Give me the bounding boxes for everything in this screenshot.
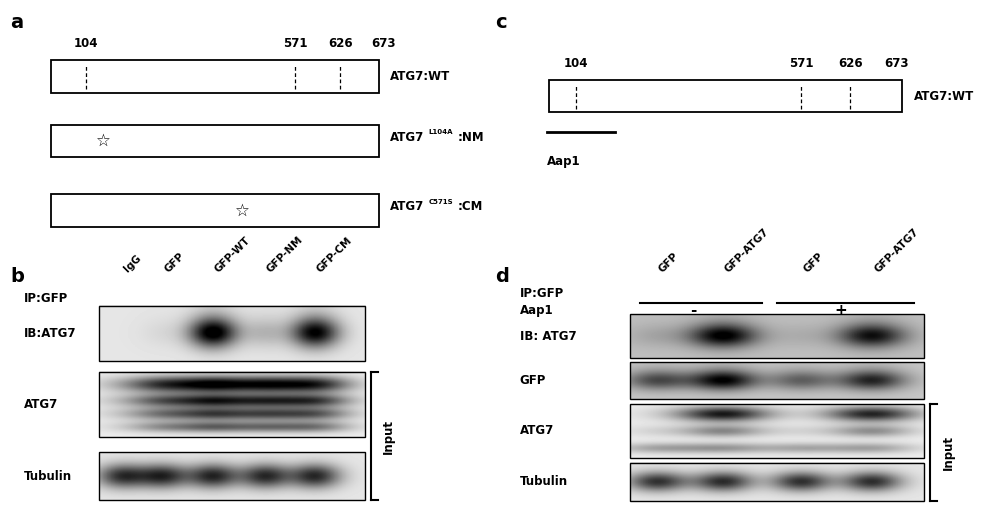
Text: 571: 571 [283, 37, 307, 50]
Text: GFP: GFP [657, 251, 680, 274]
Text: :NM: :NM [458, 131, 484, 144]
Text: L104A: L104A [428, 129, 453, 135]
Text: 673: 673 [885, 57, 909, 70]
FancyBboxPatch shape [549, 80, 902, 112]
Text: GFP: GFP [801, 251, 825, 274]
Text: 673: 673 [371, 37, 396, 50]
Text: d: d [495, 267, 509, 286]
Text: IgG: IgG [122, 253, 143, 274]
Text: Tubulin: Tubulin [24, 470, 72, 483]
Text: Aap1: Aap1 [547, 155, 580, 168]
Text: ATG7: ATG7 [390, 200, 425, 213]
Text: GFP-ATG7: GFP-ATG7 [872, 226, 920, 274]
Text: Input: Input [382, 419, 395, 453]
FancyBboxPatch shape [51, 195, 379, 227]
Text: c: c [495, 13, 507, 32]
Text: GFP-CM: GFP-CM [315, 235, 354, 274]
Text: +: + [834, 303, 847, 318]
Text: IP:GFP: IP:GFP [24, 292, 68, 304]
Text: 571: 571 [789, 57, 814, 70]
Text: GFP-NM: GFP-NM [265, 234, 305, 274]
Text: GFP: GFP [163, 251, 186, 274]
Text: -: - [690, 303, 697, 318]
Text: 104: 104 [564, 57, 588, 70]
Text: GFP: GFP [520, 374, 546, 387]
Text: ATG7: ATG7 [390, 131, 425, 144]
Text: IP:GFP: IP:GFP [520, 287, 564, 300]
Text: IB:ATG7: IB:ATG7 [24, 327, 77, 340]
Text: ATG7:WT: ATG7:WT [390, 70, 451, 83]
Text: Aap1: Aap1 [520, 304, 553, 317]
Text: GFP-ATG7: GFP-ATG7 [723, 226, 771, 274]
Text: b: b [10, 267, 24, 286]
Text: a: a [10, 13, 24, 32]
FancyBboxPatch shape [51, 60, 379, 93]
Text: 626: 626 [328, 37, 353, 50]
Text: C571S: C571S [428, 199, 453, 205]
Text: ATG7:WT: ATG7:WT [914, 90, 974, 103]
Text: IB: ATG7: IB: ATG7 [520, 330, 576, 343]
Text: ☆: ☆ [235, 201, 250, 220]
Text: Input: Input [942, 435, 955, 470]
FancyBboxPatch shape [51, 125, 379, 157]
Text: 626: 626 [838, 57, 863, 70]
Text: :CM: :CM [458, 200, 483, 213]
Text: Tubulin: Tubulin [520, 475, 568, 488]
Text: 104: 104 [73, 37, 98, 50]
Text: ATG7: ATG7 [24, 399, 58, 411]
Text: ☆: ☆ [96, 132, 111, 150]
Text: ATG7: ATG7 [520, 424, 554, 437]
Text: GFP-WT: GFP-WT [213, 235, 252, 274]
